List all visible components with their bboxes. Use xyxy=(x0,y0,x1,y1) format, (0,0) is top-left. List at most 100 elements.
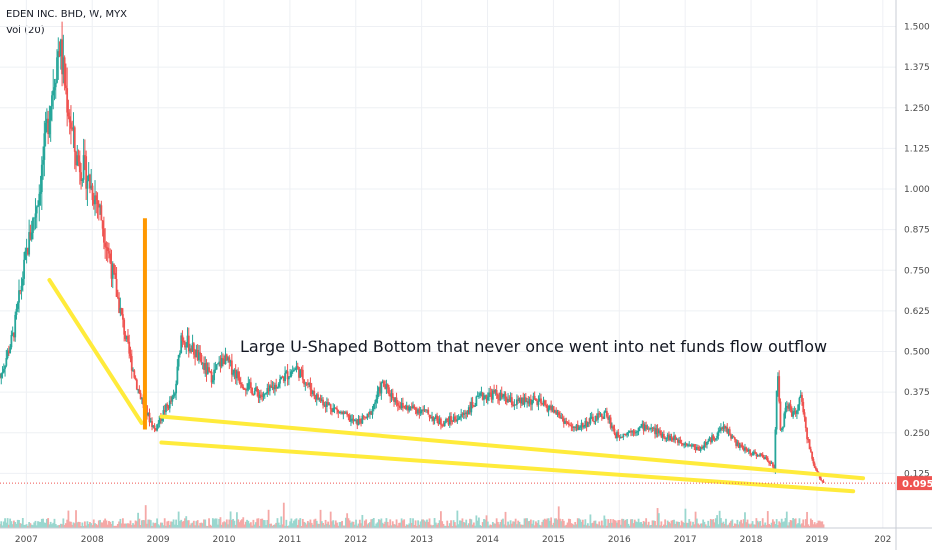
candle-body xyxy=(462,412,465,415)
volume-bar xyxy=(339,521,342,528)
candle-body xyxy=(222,358,224,359)
volume-bar xyxy=(808,525,811,528)
candle-body xyxy=(611,426,613,428)
volume-bar xyxy=(252,519,255,528)
volume-bar xyxy=(484,519,487,528)
volume-bar xyxy=(42,518,44,528)
candle-body xyxy=(369,411,371,415)
candle-body xyxy=(78,161,81,173)
volume-bar xyxy=(237,519,240,528)
volume-bar xyxy=(370,519,373,528)
volume-bar xyxy=(560,521,563,528)
candle-body xyxy=(49,106,52,121)
candle-body xyxy=(475,396,478,407)
volume-bar xyxy=(811,519,814,528)
candle-body xyxy=(787,405,789,409)
volume-bar xyxy=(384,521,387,528)
candle-body xyxy=(11,332,14,335)
volume-bar xyxy=(441,521,444,528)
volume-bar xyxy=(597,524,599,528)
volume-bar xyxy=(471,524,474,528)
candle-body xyxy=(213,369,216,381)
candle-body xyxy=(640,426,642,428)
candle-body xyxy=(643,425,646,431)
candle-body xyxy=(54,82,57,88)
volume-bar xyxy=(668,521,670,528)
volume-bar xyxy=(344,517,347,528)
candle-body xyxy=(821,480,824,482)
candle-body xyxy=(466,412,469,415)
candle-body xyxy=(300,369,303,371)
candle-body xyxy=(726,427,729,434)
candle-body xyxy=(209,371,212,373)
candle-body xyxy=(698,449,701,451)
volume-bar xyxy=(275,522,278,528)
candle-body xyxy=(101,220,104,229)
volume-bar xyxy=(7,524,10,528)
volume-bar xyxy=(365,519,368,528)
candle-body xyxy=(33,217,36,219)
volume-bar xyxy=(509,520,512,528)
volume-bar xyxy=(510,523,513,528)
volume-bar xyxy=(48,524,51,528)
candle-body xyxy=(111,264,114,279)
candle-body xyxy=(199,352,202,355)
volume-bar xyxy=(513,521,516,528)
volume-bar xyxy=(455,525,458,528)
candle-body xyxy=(578,427,580,430)
volume-bar xyxy=(433,518,436,528)
volume-bar xyxy=(569,519,572,528)
candle-body xyxy=(533,395,536,399)
volume-bar xyxy=(431,525,433,528)
volume-bar xyxy=(722,521,725,528)
candle-body xyxy=(328,404,331,406)
volume-bar xyxy=(106,524,109,528)
volume-bar xyxy=(598,521,601,528)
volume-bar xyxy=(806,511,808,528)
volume-bar xyxy=(270,523,273,528)
volume-bar xyxy=(290,518,293,528)
volume-bar xyxy=(139,525,142,528)
volume-bar xyxy=(77,521,80,528)
volume-bar xyxy=(184,518,186,528)
volume-bar xyxy=(695,518,698,528)
volume-bar xyxy=(592,522,594,528)
volume-bar xyxy=(334,520,337,528)
volume-bar xyxy=(318,523,321,528)
volume-bar xyxy=(437,522,440,528)
volume-bar xyxy=(189,525,191,528)
candle-body xyxy=(689,444,692,447)
candle-body xyxy=(550,405,553,411)
volume-bar xyxy=(382,524,385,528)
candle-body xyxy=(551,406,554,411)
volume-bar xyxy=(432,524,435,528)
volume-bar xyxy=(494,523,497,528)
volume-bar xyxy=(374,525,376,528)
volume-bar xyxy=(542,519,545,528)
volume-bar xyxy=(61,524,63,528)
candle-body xyxy=(324,404,327,407)
volume-bar xyxy=(352,521,355,528)
volume-bar xyxy=(18,520,20,528)
candle-body xyxy=(526,401,528,402)
volume-bar xyxy=(337,525,340,528)
volume-bar xyxy=(328,524,331,528)
volume-bar xyxy=(111,520,114,528)
candle-body xyxy=(480,392,483,394)
volume-bar xyxy=(804,519,807,528)
volume-bar xyxy=(377,519,380,528)
candle-body xyxy=(119,307,122,313)
volume-bar xyxy=(213,519,216,528)
volume-bar xyxy=(380,518,383,528)
candle-body xyxy=(32,218,34,234)
volume-bar xyxy=(462,522,465,528)
candle-body xyxy=(426,409,428,411)
volume-bar xyxy=(537,520,540,528)
volume-bar xyxy=(95,523,98,528)
candle-body xyxy=(395,397,398,403)
candle-body xyxy=(219,361,222,367)
volume-bar xyxy=(116,523,119,528)
candle-body xyxy=(465,412,468,415)
volume-bar xyxy=(486,521,489,528)
candle-body xyxy=(633,432,636,434)
